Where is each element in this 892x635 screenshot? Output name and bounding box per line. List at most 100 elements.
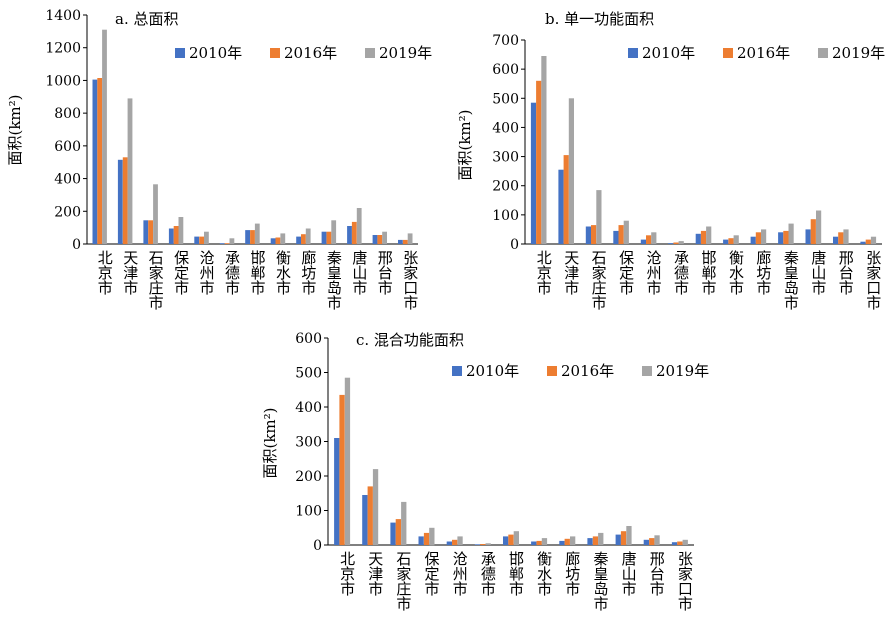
x-tick-label: 邯郸市 <box>700 250 718 295</box>
x-tick-label: 邯郸市 <box>507 551 525 596</box>
bar-天津市-2016年 <box>367 486 373 545</box>
x-tick-label: 石家庄市 <box>394 551 412 611</box>
bar-天津市-2019年 <box>372 469 379 545</box>
x-tick-label: 唐山市 <box>809 250 827 295</box>
bar-北京市-2019年 <box>344 377 351 545</box>
bar-张家口市-2010年 <box>671 542 678 545</box>
bar-保定市-2016年 <box>173 226 179 244</box>
bar-保定市-2010年 <box>168 228 174 244</box>
x-tick-label: 保定市 <box>423 551 441 596</box>
bar-张家口市-2019年 <box>682 539 688 545</box>
bar-张家口市-2019年 <box>407 233 413 244</box>
bar-沧州市-2016年 <box>452 539 458 545</box>
bar-石家庄市-2010年 <box>143 220 149 244</box>
y-tick-label: 300 <box>295 435 322 451</box>
bar-承德市-2016年 <box>673 242 679 244</box>
x-tick-label: 衡水市 <box>535 551 553 596</box>
bar-廊坊市-2016年 <box>755 232 761 244</box>
chart-title: a. 总面积 <box>115 10 178 28</box>
x-tick-label: 邢台市 <box>648 551 666 596</box>
x-tick-label: 石家庄市 <box>590 250 608 310</box>
bar-保定市-2010年 <box>613 230 619 244</box>
bar-石家庄市-2010年 <box>585 226 591 244</box>
bar-邯郸市-2010年 <box>695 233 701 244</box>
bar-唐山市-2016年 <box>351 221 357 244</box>
x-tick-label: 邢台市 <box>376 250 394 295</box>
bar-北京市-2019年 <box>102 29 107 245</box>
bar-廊坊市-2016年 <box>564 538 570 545</box>
bar-邯郸市-2016年 <box>250 230 255 244</box>
bar-天津市-2010年 <box>362 495 368 545</box>
x-tick-label: 承德市 <box>479 551 497 596</box>
y-tick-label: 1000 <box>45 73 81 89</box>
bar-衡水市-2010年 <box>531 541 537 545</box>
bar-沧州市-2016年 <box>646 235 652 244</box>
y-tick-label: 0 <box>72 237 81 253</box>
legend-swatch <box>365 48 375 58</box>
bar-承德市-2016年 <box>224 243 230 244</box>
legend-label: 2016年 <box>561 362 614 380</box>
bar-天津市-2010年 <box>558 169 564 244</box>
bar-邢台市-2016年 <box>377 235 383 244</box>
y-tick-label: 0 <box>313 538 322 554</box>
bar-天津市-2019年 <box>568 98 574 244</box>
bar-邢台市-2010年 <box>372 235 378 244</box>
bar-承德市-2019年 <box>678 241 684 244</box>
y-tick-label: 600 <box>295 331 322 347</box>
bar-承德市-2019年 <box>485 543 491 545</box>
y-tick-label: 100 <box>492 208 519 224</box>
x-tick-label: 保定市 <box>172 250 190 295</box>
x-tick-label: 张家口市 <box>864 250 882 310</box>
chart-title: c. 混合功能面积 <box>356 331 464 349</box>
bar-秦皇岛市-2010年 <box>587 538 593 545</box>
y-tick-label: 200 <box>492 179 519 195</box>
y-axis-label: 面积(km²) <box>6 94 24 165</box>
bar-唐山市-2019年 <box>356 208 362 244</box>
bar-保定市-2016年 <box>423 532 430 545</box>
x-tick-label: 廊坊市 <box>299 250 317 295</box>
bar-石家庄市-2019年 <box>153 184 158 244</box>
bar-北京市-2010年 <box>530 102 537 244</box>
bar-唐山市-2010年 <box>805 229 811 244</box>
x-tick-label: 廊坊市 <box>754 250 772 295</box>
legend-label: 2019年 <box>379 44 432 62</box>
bar-唐山市-2010年 <box>615 534 621 545</box>
bar-沧州市-2010年 <box>640 239 646 244</box>
legend-label: 2010年 <box>189 44 242 62</box>
bar-邯郸市-2016年 <box>508 534 514 545</box>
x-tick-label: 秦皇岛市 <box>782 250 800 310</box>
x-tick-label: 石家庄市 <box>147 250 165 310</box>
y-tick-label: 700 <box>492 33 519 49</box>
bar-石家庄市-2016年 <box>395 519 401 545</box>
bar-天津市-2019年 <box>127 98 133 245</box>
bar-保定市-2019年 <box>623 220 629 244</box>
bar-廊坊市-2010年 <box>750 236 756 244</box>
bar-邯郸市-2010年 <box>503 536 509 545</box>
y-tick-label: 1400 <box>45 8 81 24</box>
bar-保定市-2010年 <box>418 536 424 545</box>
bar-北京市-2016年 <box>97 78 103 244</box>
bar-承德市-2010年 <box>474 544 481 545</box>
bar-唐山市-2010年 <box>347 226 352 244</box>
bar-邯郸市-2019年 <box>706 226 712 244</box>
bar-北京市-2019年 <box>541 56 547 244</box>
legend-label: 2010年 <box>466 362 519 380</box>
x-tick-label: 保定市 <box>617 250 635 295</box>
bar-邢台市-2016年 <box>838 232 844 244</box>
y-tick-label: 300 <box>492 150 519 166</box>
bar-秦皇岛市-2019年 <box>331 220 337 244</box>
y-tick-label: 500 <box>295 366 322 382</box>
bar-张家口市-2010年 <box>860 241 866 244</box>
x-tick-label: 沧州市 <box>451 551 469 596</box>
bar-秦皇岛市-2010年 <box>321 231 327 244</box>
bar-衡水市-2016年 <box>275 237 281 244</box>
x-tick-label: 沧州市 <box>645 250 663 295</box>
legend-swatch <box>452 366 462 376</box>
bar-北京市-2016年 <box>339 394 345 545</box>
x-tick-label: 廊坊市 <box>563 551 581 596</box>
bar-邢台市-2019年 <box>654 535 660 545</box>
legend: 2010年 2016年 2019年 <box>452 362 709 380</box>
bar-邯郸市-2019年 <box>513 531 519 545</box>
x-tick-label: 张家口市 <box>676 551 694 611</box>
